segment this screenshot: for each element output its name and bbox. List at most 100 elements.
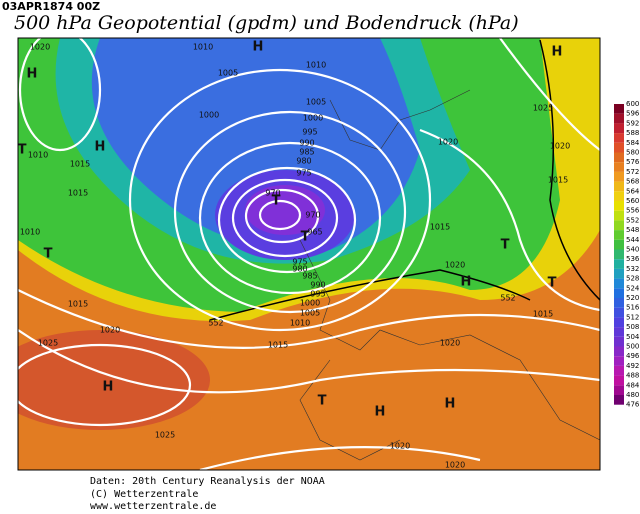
isobar-label: 990 [310, 281, 325, 290]
colorbar-label: 576 [626, 158, 640, 166]
isobar-label: 1025 [155, 431, 175, 440]
pressure-center: T [548, 276, 557, 291]
colorbar-cell [614, 249, 624, 260]
colorbar-label: 532 [626, 265, 639, 273]
colorbar-label: 512 [626, 313, 639, 321]
colorbar-label: 548 [626, 226, 639, 234]
isobar-label: 980 [292, 265, 307, 274]
pressure-center: H [552, 45, 563, 60]
colorbar-label: 540 [626, 246, 639, 254]
colorbar-label: 556 [626, 207, 640, 215]
pressure-center: H [375, 405, 386, 420]
isobar-label: 1025 [38, 339, 58, 348]
isobar-label: 1010 [28, 151, 48, 160]
colorbar-label: 520 [626, 294, 639, 302]
isobar-label: 1020 [440, 339, 460, 348]
pressure-center: H [253, 40, 264, 55]
isobar-label: 1015 [70, 160, 90, 169]
pressure-center: T [318, 394, 327, 409]
colorbar-cell [614, 191, 624, 201]
colorbar-cell [614, 104, 624, 114]
date: 03APR1874 00Z [2, 0, 100, 13]
isobar-label: 1015 [533, 310, 553, 319]
footer-line: www.wetterzentrale.de [90, 501, 216, 510]
colorbar-cell [614, 123, 624, 134]
isobar-label: 1020 [30, 43, 50, 52]
isobar-label: 1025 [533, 104, 553, 113]
isobar-label: 965 [307, 228, 322, 237]
colorbar-cell [614, 201, 624, 211]
pressure-center: T [501, 238, 510, 253]
isobar-label: 995 [310, 290, 325, 299]
colorbar-cell [614, 171, 624, 182]
isobar-label: 1000 [300, 299, 320, 308]
colorbar-cell [614, 288, 624, 298]
footer-line: (C) Wetterzentrale [90, 489, 198, 500]
isobar-label: 1000 [303, 114, 323, 123]
title: 500 hPa Geopotential (gpdm) und Bodendru… [14, 12, 519, 34]
colorbar-cell [614, 220, 624, 231]
isobar-label: 1020 [445, 261, 465, 270]
colorbar-label: 584 [626, 139, 640, 147]
isobar-label: 1015 [268, 341, 288, 350]
colorbar-cell [614, 365, 624, 376]
isobar-label: 1015 [548, 176, 568, 185]
isobar-label: 1000 [199, 111, 219, 120]
isobar-label: 985 [299, 148, 314, 157]
colorbar-cell [614, 298, 624, 308]
isobar-label: 1010 [290, 319, 310, 328]
isobar-label: 975 [296, 169, 311, 178]
colorbar-cell [614, 307, 624, 318]
colorbar-cell [614, 210, 624, 221]
colorbar-label: 572 [626, 168, 639, 176]
colorbar-label: 524 [626, 284, 640, 292]
colorbar-cell [614, 162, 624, 172]
colorbar-cell [614, 259, 624, 269]
isobar-label: 1020 [438, 138, 458, 147]
colorbar-label: 504 [626, 333, 640, 341]
pressure-center: T [44, 247, 53, 262]
pressure-center: T [18, 143, 27, 158]
isobar-label: 1010 [306, 61, 326, 70]
colorbar-cell [614, 385, 624, 395]
isobar-label: 1005 [306, 98, 326, 107]
isobar-label: 1015 [68, 189, 88, 198]
colorbar-label: 592 [626, 119, 639, 127]
colorbar-cell [614, 317, 624, 328]
colorbar-label: 528 [626, 275, 639, 283]
pressure-center: H [445, 397, 456, 412]
isobar-label: 980 [296, 157, 311, 166]
colorbar-cell [614, 268, 624, 279]
pressure-center: T [272, 194, 281, 209]
isobar-label: 1010 [20, 228, 40, 237]
colorbar-label: 564 [626, 187, 640, 195]
colorbar-cell [614, 133, 624, 143]
isobar-label: 970 [265, 189, 280, 198]
isobar-label: 1015 [68, 300, 88, 309]
isobar-label: 552 [500, 294, 515, 303]
colorbar-label: 600 [626, 100, 639, 108]
colorbar-label: 484 [626, 381, 640, 389]
colorbar-label: 596 [626, 110, 640, 118]
isobar-label: 1020 [550, 142, 570, 151]
colorbar-label: 496 [626, 352, 640, 360]
colorbar-cell [614, 395, 624, 405]
colorbar-label: 588 [626, 129, 639, 137]
footer-line: Daten: 20th Century Reanalysis der NOAA [90, 476, 325, 487]
colorbar-cell [614, 375, 624, 386]
colorbar-label: 536 [626, 255, 640, 263]
colorbar-cell [614, 152, 624, 163]
isobar-label: 1005 [218, 69, 238, 78]
colorbar-label: 580 [626, 149, 639, 157]
colorbar: 6005965925885845805765725685645605565525… [614, 100, 640, 409]
pressure-center: H [95, 140, 106, 155]
isobar-label: 985 [302, 272, 317, 281]
isobar-label: 1005 [300, 309, 320, 318]
colorbar-cell [614, 336, 624, 347]
colorbar-cell [614, 327, 624, 337]
pressure-center: H [461, 275, 472, 290]
isobar-label: 975 [292, 258, 307, 267]
isobar-label: 1010 [193, 43, 213, 52]
